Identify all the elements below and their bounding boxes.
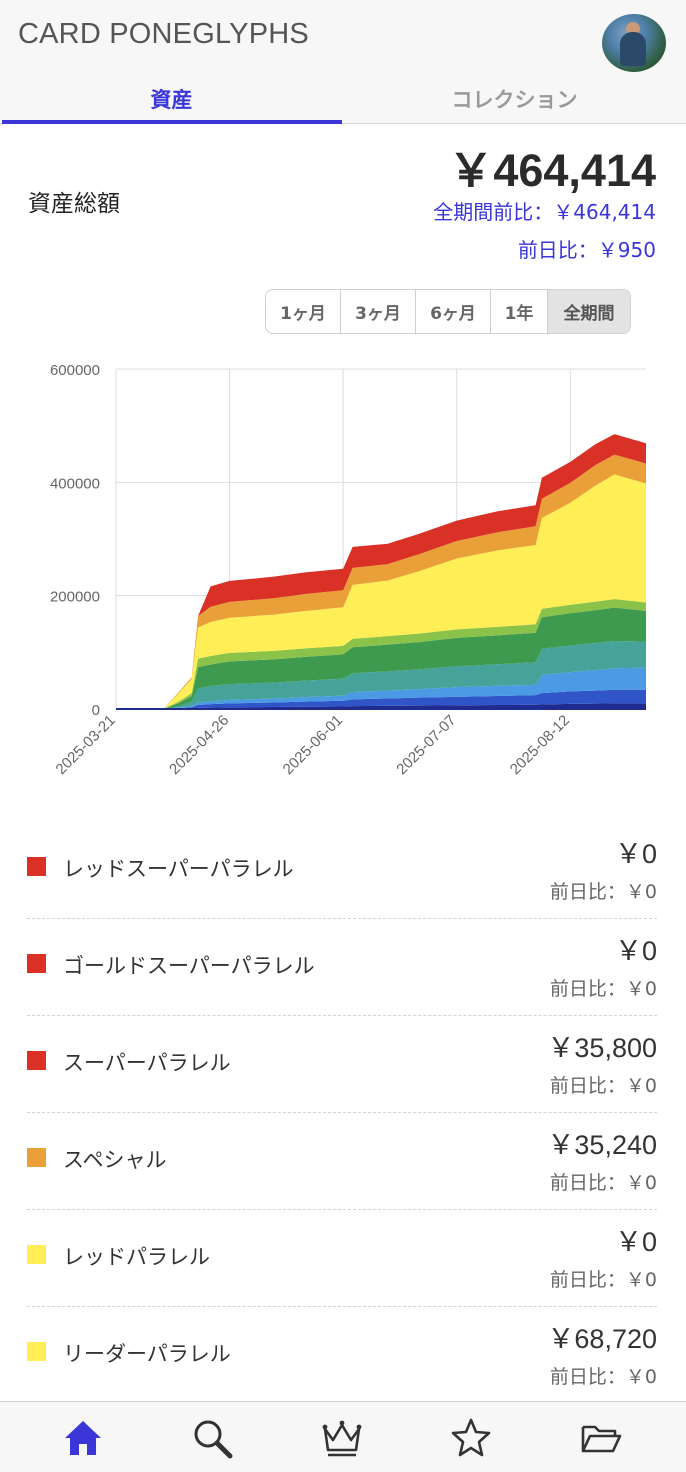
- range-1-month-button[interactable]: 1ヶ月: [266, 290, 341, 333]
- bottom-nav: [0, 1401, 686, 1472]
- range-selector: 1ヶ月 3ヶ月 6ヶ月 1年 全期間: [265, 289, 631, 334]
- series-area: [116, 689, 646, 709]
- x-tick-label: 2025-04-26: [166, 712, 232, 778]
- legend-name: スーパーパラレル: [63, 1051, 231, 1075]
- legend-diff: 前日比：￥0: [549, 978, 657, 1000]
- nav-favorites[interactable]: [449, 1416, 493, 1460]
- list-item[interactable]: レッドパラレル ￥0 前日比：￥0: [27, 1210, 657, 1307]
- range-1-year-button[interactable]: 1年: [491, 290, 548, 333]
- list-item[interactable]: リーダーパラレル ￥68,720 前日比：￥0: [27, 1307, 657, 1404]
- range-all-period-button[interactable]: 全期間: [548, 290, 630, 333]
- legend-name: レッドパラレル: [63, 1245, 210, 1269]
- day-diff: 前日比：￥950: [517, 238, 656, 262]
- app-header: CARD PONEGLYPHS 資産 コレクション: [0, 0, 686, 124]
- series-area: [116, 607, 646, 709]
- tab-assets[interactable]: 資産: [150, 88, 193, 112]
- legend-name: ゴールドスーパーパラレル: [63, 954, 315, 978]
- legend-name: レッドスーパーパラレル: [63, 857, 294, 881]
- active-tab-indicator: [2, 120, 342, 124]
- legend-value: ￥68,720: [547, 1324, 657, 1354]
- list-item[interactable]: レッドスーパーパラレル ￥0 前日比：￥0: [27, 822, 657, 919]
- nav-home[interactable]: [61, 1416, 105, 1460]
- range-6-month-button[interactable]: 6ヶ月: [416, 290, 491, 333]
- legend-swatch: [27, 1051, 46, 1070]
- legend-name: スペシャル: [63, 1148, 167, 1172]
- legend-diff: 前日比：￥0: [549, 1269, 657, 1291]
- nav-search[interactable]: [190, 1416, 234, 1460]
- total-assets-amount: ￥464,414: [448, 145, 656, 196]
- y-tick-label: 200000: [50, 589, 100, 606]
- nav-folder[interactable]: [579, 1416, 623, 1460]
- avatar-icon[interactable]: [602, 14, 666, 72]
- all-period-diff: 全期間前比：￥464,414: [433, 200, 656, 224]
- legend-swatch: [27, 954, 46, 973]
- series-area: [116, 454, 646, 709]
- search-icon: [194, 1420, 233, 1459]
- legend-swatch: [27, 1148, 46, 1167]
- series-area: [116, 641, 646, 709]
- legend-value: ￥0: [614, 936, 657, 966]
- asset-chart: 0 200000 400000 600000 2025-03-21 2025-04-26 2…: [0, 350, 686, 820]
- home-icon: [65, 1421, 101, 1455]
- x-tick-label: 2025-08-12: [507, 712, 573, 778]
- x-tick-label: 2025-07-07: [393, 712, 459, 778]
- star-icon: [451, 1418, 491, 1457]
- legend-diff: 前日比：￥0: [549, 1075, 657, 1097]
- legend-value: ￥0: [614, 839, 657, 869]
- tab-bar: 資産 コレクション: [0, 76, 686, 124]
- y-tick-label: 400000: [50, 475, 100, 492]
- legend-value: ￥35,800: [547, 1033, 657, 1063]
- list-item[interactable]: スーパーパラレル ￥35,800 前日比：￥0: [27, 1016, 657, 1113]
- stacked-area-chart: 0 200000 400000 600000 2025-03-21 2025-04-26 2…: [50, 362, 646, 778]
- folder-icon: [581, 1425, 622, 1453]
- legend-diff: 前日比：￥0: [549, 1366, 657, 1388]
- legend-value: ￥0: [614, 1227, 657, 1257]
- crown-icon: [322, 1420, 362, 1457]
- total-assets-label: 資産総額: [28, 191, 120, 217]
- nav-ranking[interactable]: [320, 1416, 364, 1460]
- legend-swatch: [27, 1245, 46, 1264]
- x-tick-label: 2025-03-21: [53, 712, 119, 778]
- x-tick-label: 2025-06-01: [280, 712, 346, 778]
- range-3-month-button[interactable]: 3ヶ月: [341, 290, 416, 333]
- series-area: [116, 703, 646, 709]
- list-item[interactable]: スペシャル ￥35,240 前日比：￥0: [27, 1113, 657, 1210]
- legend-swatch: [27, 857, 46, 876]
- legend-swatch: [27, 1342, 46, 1361]
- series-area: [116, 599, 646, 709]
- legend-diff: 前日比：￥0: [549, 1172, 657, 1194]
- series-area: [116, 434, 646, 709]
- y-tick-label: 600000: [50, 362, 100, 379]
- avatar-figure: [620, 32, 646, 66]
- legend-value: ￥35,240: [547, 1130, 657, 1160]
- app-title: CARD PONEGLYPHS: [18, 18, 309, 50]
- series-area: [116, 667, 646, 709]
- legend-diff: 前日比：￥0: [549, 881, 657, 903]
- series-area: [116, 474, 646, 709]
- list-item[interactable]: ゴールドスーパーパラレル ￥0 前日比：￥0: [27, 919, 657, 1016]
- tab-collection[interactable]: コレクション: [451, 88, 578, 112]
- y-tick-label: 0: [92, 702, 100, 719]
- legend-name: リーダーパラレル: [63, 1342, 231, 1366]
